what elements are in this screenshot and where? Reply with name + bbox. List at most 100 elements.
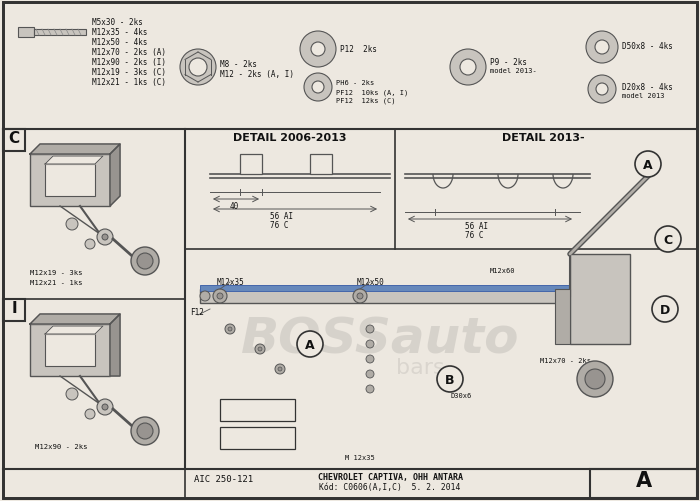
Circle shape xyxy=(588,76,616,104)
Circle shape xyxy=(357,294,363,300)
Circle shape xyxy=(180,50,216,86)
Text: model 2013-: model 2013- xyxy=(490,68,537,74)
Text: M 12x35: M 12x35 xyxy=(345,454,375,460)
Text: AIC 250-121: AIC 250-121 xyxy=(194,474,253,483)
Bar xyxy=(30,155,110,206)
Circle shape xyxy=(312,82,324,94)
Circle shape xyxy=(366,325,374,333)
Circle shape xyxy=(300,32,336,68)
Text: M12x50 - 4ks: M12x50 - 4ks xyxy=(92,38,148,47)
Text: M12x50: M12x50 xyxy=(356,278,384,287)
Text: A: A xyxy=(305,339,315,352)
Text: A: A xyxy=(643,159,653,172)
Bar xyxy=(45,165,95,196)
Text: 40: 40 xyxy=(230,201,239,210)
Text: D20x5: D20x5 xyxy=(246,401,270,410)
Text: model 2013-: model 2013- xyxy=(234,410,281,416)
Circle shape xyxy=(255,344,265,354)
Circle shape xyxy=(635,152,661,178)
Bar xyxy=(3,130,25,152)
Text: M12x35 - 4ks: M12x35 - 4ks xyxy=(92,28,148,37)
Circle shape xyxy=(137,423,153,439)
Text: bars: bars xyxy=(395,357,444,377)
Text: CHEVROLET CAPTIVA, OHH ANTARA: CHEVROLET CAPTIVA, OHH ANTARA xyxy=(318,472,463,481)
Circle shape xyxy=(85,239,95,249)
Text: D30x6: D30x6 xyxy=(450,392,471,398)
Text: model 2013: model 2013 xyxy=(237,438,279,444)
Bar xyxy=(590,469,697,498)
Text: D20x8 - 4ks: D20x8 - 4ks xyxy=(622,83,673,92)
Text: 56 AI: 56 AI xyxy=(465,221,488,230)
Text: PF12  12ks (C): PF12 12ks (C) xyxy=(336,98,396,104)
Circle shape xyxy=(258,347,262,351)
Circle shape xyxy=(189,59,207,77)
Text: model 2013: model 2013 xyxy=(622,93,664,99)
Circle shape xyxy=(66,218,78,230)
Circle shape xyxy=(200,292,210,302)
Bar xyxy=(200,286,570,292)
Polygon shape xyxy=(30,314,120,324)
Text: M12x70 - 2ks: M12x70 - 2ks xyxy=(540,357,591,363)
Bar xyxy=(240,155,262,175)
Text: M12x35: M12x35 xyxy=(216,278,244,287)
Circle shape xyxy=(297,331,323,357)
Circle shape xyxy=(131,247,159,276)
Text: D: D xyxy=(660,304,670,317)
Circle shape xyxy=(137,254,153,270)
Circle shape xyxy=(652,297,678,322)
Circle shape xyxy=(131,417,159,445)
Circle shape xyxy=(437,366,463,392)
Circle shape xyxy=(217,294,223,300)
Circle shape xyxy=(304,74,332,102)
Circle shape xyxy=(366,385,374,393)
Text: BOSSauto: BOSSauto xyxy=(241,315,519,363)
Circle shape xyxy=(97,399,113,415)
Text: M12x70 - 2ks (A): M12x70 - 2ks (A) xyxy=(92,48,166,57)
Text: Kód: C0606(A,I,C)  5. 2. 2014: Kód: C0606(A,I,C) 5. 2. 2014 xyxy=(319,482,461,491)
Polygon shape xyxy=(45,157,103,165)
Bar xyxy=(34,30,86,36)
Text: B: B xyxy=(445,374,455,387)
Bar xyxy=(18,28,34,38)
Text: P12  2ks: P12 2ks xyxy=(340,45,377,54)
Circle shape xyxy=(596,84,608,96)
Polygon shape xyxy=(110,145,120,206)
Circle shape xyxy=(586,32,618,64)
Text: M12x90 - 2ks (I): M12x90 - 2ks (I) xyxy=(92,58,166,67)
Text: PF12  10ks (A, I): PF12 10ks (A, I) xyxy=(336,89,408,95)
Circle shape xyxy=(353,290,367,304)
Text: DETAIL 2013-: DETAIL 2013- xyxy=(502,133,584,143)
Circle shape xyxy=(102,404,108,410)
Circle shape xyxy=(275,364,285,374)
Text: D50x8 - 4ks: D50x8 - 4ks xyxy=(622,42,673,51)
Circle shape xyxy=(225,324,235,334)
Circle shape xyxy=(460,60,476,76)
Text: M12x21 - 1ks (C): M12x21 - 1ks (C) xyxy=(92,78,166,87)
Circle shape xyxy=(366,340,374,348)
Polygon shape xyxy=(45,326,103,334)
Circle shape xyxy=(311,43,325,57)
Circle shape xyxy=(278,367,282,371)
Circle shape xyxy=(366,355,374,363)
Circle shape xyxy=(97,229,113,245)
Bar xyxy=(220,399,295,421)
Circle shape xyxy=(655,226,681,253)
Text: M12 - 2ks (A, I): M12 - 2ks (A, I) xyxy=(220,70,294,79)
Circle shape xyxy=(577,361,613,397)
Bar xyxy=(555,290,570,344)
Polygon shape xyxy=(30,145,120,155)
Text: A: A xyxy=(636,470,652,490)
Text: M5x30 - 2ks: M5x30 - 2ks xyxy=(92,18,143,27)
Bar xyxy=(310,155,332,175)
Circle shape xyxy=(585,369,605,389)
Circle shape xyxy=(85,409,95,419)
Circle shape xyxy=(102,234,108,240)
Text: M12x19 - 3ks (C): M12x19 - 3ks (C) xyxy=(92,68,166,77)
Text: C: C xyxy=(8,131,20,146)
Bar xyxy=(30,324,110,376)
Text: M12x90 - 2ks: M12x90 - 2ks xyxy=(35,443,88,449)
Bar xyxy=(45,334,95,366)
Circle shape xyxy=(66,388,78,400)
Text: PH6 - 2ks: PH6 - 2ks xyxy=(336,80,375,86)
Text: V5x20: V5x20 xyxy=(246,429,270,438)
